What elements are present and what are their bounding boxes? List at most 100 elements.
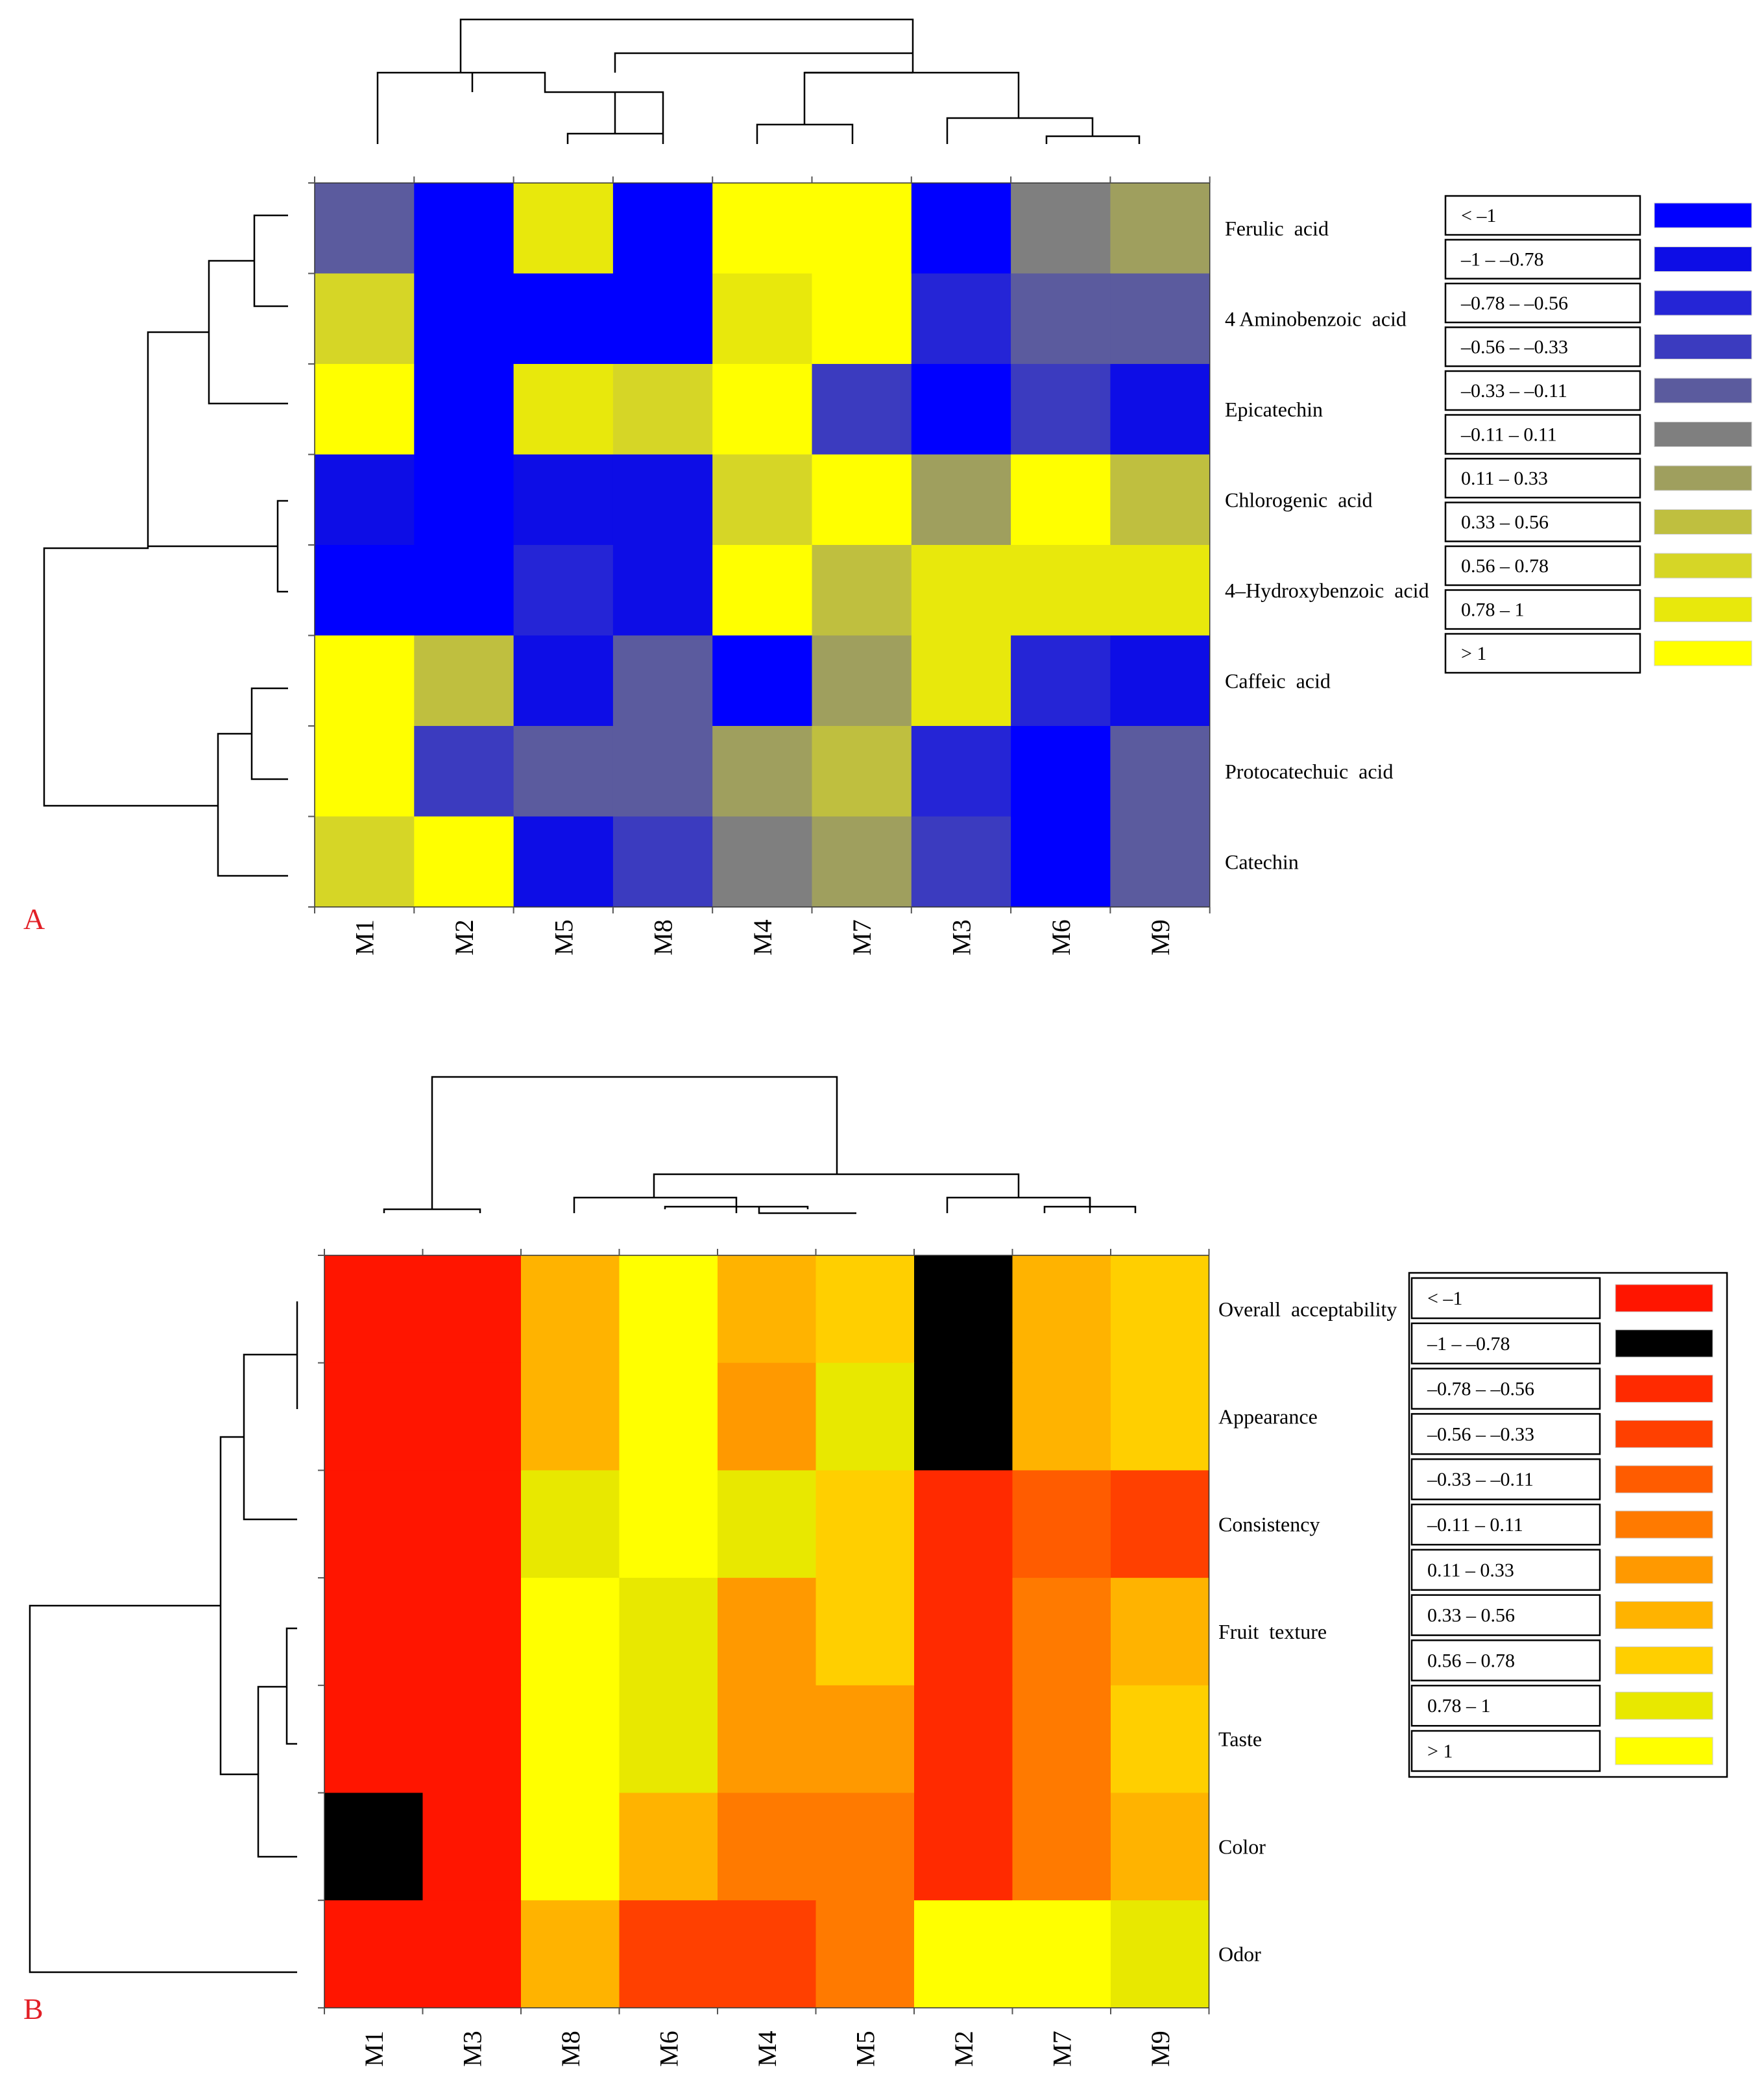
legend-color-swatch [1615,1329,1713,1358]
legend-bin-box [1444,326,1641,367]
heatmap-cell-caffeic-acid-m6 [1011,635,1111,727]
legend-bin-box [1444,282,1641,324]
column-dendrogram-branch [758,1207,856,1214]
legend-bin-box [1444,195,1641,236]
heatmap-cell-4-aminobenzoic-acid-m6 [1011,273,1111,365]
legend-bin-box [1410,1549,1601,1591]
legend-bin-label: –0.78 – –0.56 [1427,1379,1534,1400]
legend-bin-box [1444,370,1641,411]
column-dendrogram-branch [383,1208,481,1213]
heatmap-cell-4-aminobenzoic-acid-m2 [414,273,514,365]
column-dendrogram-branch [1045,135,1141,144]
heatmap-cell-color-m5 [816,1792,915,1901]
legend-bin-box [1444,501,1641,542]
heatmap-cell-4-hydroxybenzoic-acid-m4 [712,545,813,636]
column-label: M5 [549,919,578,956]
column-dendrogram-branch [431,1076,838,1209]
heatmap-cell-taste-m3 [422,1685,522,1794]
legend-color-swatch [1615,1284,1713,1312]
heatmap-cell-ferulic-acid-m4 [712,183,813,274]
heatmap-cell-4-hydroxybenzoic-acid-m5 [513,545,614,636]
heatmap-cell-chlorogenic-acid-m1 [315,454,415,546]
column-dendrogram-branch [614,52,913,73]
row-label: Ferulic acid [1225,217,1329,240]
heatmap-cell-taste-m7 [1012,1685,1111,1794]
heatmap-cell-4-aminobenzoic-acid-m3 [911,273,1011,365]
heatmap-cell-protocatechuic-acid-m8 [612,726,713,817]
heatmap-cell-ferulic-acid-m3 [911,183,1011,274]
column-label: M6 [1046,919,1076,956]
heatmap-cell-color-m4 [718,1792,817,1901]
legend-bin-box [1410,1277,1601,1320]
legend-bin-label: 0.56 – 0.78 [1427,1650,1515,1671]
column-dendrogram-branch [653,1173,1020,1198]
heatmap-cell-chlorogenic-acid-m7 [812,454,912,546]
legend-bin-box [1410,1503,1601,1546]
legend-color-swatch [1654,465,1752,491]
legend-bin-box [1444,457,1641,499]
heatmap-cell-caffeic-acid-m8 [612,635,713,727]
heatmap-cell-consistency-m9 [1111,1470,1210,1578]
heatmap-cell-caffeic-acid-m5 [513,635,614,727]
legend-color-swatch [1615,1465,1713,1493]
row-label: 4–Hydroxybenzoic acid [1225,579,1429,602]
row-label: 4 Aminobenzoic acid [1225,307,1407,330]
heatmap-cell-taste-m6 [619,1685,718,1794]
row-label: Appearance [1218,1405,1318,1429]
legend-color-swatch [1615,1737,1713,1765]
heatmap-cell-appearance-m9 [1111,1362,1210,1471]
heatmap-frame [324,1255,1210,2009]
column-dendrogram-branch [803,71,1020,144]
heatmap-cell-odor-m1 [324,1900,424,2009]
column-label: M2 [949,2031,978,2067]
heatmap-cell-epicatechin-m5 [513,364,614,455]
heatmap-cell-overall-acceptability-m7 [1012,1255,1111,1364]
heatmap-cell-4-hydroxybenzoic-acid-m3 [911,545,1011,636]
legend-bin-label: –0.56 – –0.33 [1460,337,1568,358]
legend-color-swatch [1615,1510,1713,1539]
legend-bin-box [1410,1413,1601,1455]
heatmap-panel-b: Overall acceptability Appearance Consisten… [23,1076,1728,2067]
row-dendrogram-branch [208,260,288,405]
heatmap-cell-ferulic-acid-m5 [513,183,614,274]
column-dendrogram-branch [459,18,914,73]
heatmap-cell-epicatechin-m2 [414,364,514,455]
heatmap-cell-overall-acceptability-m4 [718,1255,817,1364]
heatmap-cell-protocatechuic-acid-m1 [315,726,415,817]
legend-bin-label: < –1 [1461,205,1496,226]
heatmap-cell-appearance-m8 [521,1362,620,1471]
row-label: Taste [1218,1728,1262,1751]
heatmap-cell-caffeic-acid-m9 [1110,635,1211,727]
heatmap-cell-fruit-texture-m5 [816,1578,915,1686]
heatmap-cell-epicatechin-m7 [812,364,912,455]
legend-bin-box [1444,633,1641,674]
column-dendrogram-branch [573,1196,738,1213]
heatmap-cell-odor-m7 [1012,1900,1111,2009]
heatmap-cell-4-aminobenzoic-acid-m4 [712,273,813,365]
heatmap-cell-ferulic-acid-m1 [315,183,415,274]
legend-bin-label: –0.11 – 0.11 [1427,1514,1523,1536]
heatmap-cell-chlorogenic-acid-m8 [612,454,713,546]
heatmap-cell-overall-acceptability-m1 [324,1255,424,1364]
heatmap-cell-ferulic-acid-m9 [1110,183,1211,274]
legend-bin-label: 0.56 – 0.78 [1461,555,1549,577]
legend-bin-label: –0.33 – –0.11 [1427,1469,1534,1490]
heatmap-cell-color-m3 [422,1792,522,1901]
legend-color-swatch [1654,422,1752,447]
legend-bin-box [1410,1639,1601,1682]
legend-color-swatch [1654,553,1752,579]
heatmap-cell-epicatechin-m6 [1011,364,1111,455]
row-dendrogram-branch [219,1436,297,1858]
legend-color-swatch [1654,247,1752,272]
legend-color-swatch [1615,1601,1713,1630]
heatmap-cell-overall-acceptability-m9 [1111,1255,1210,1364]
heatmap-cell-protocatechuic-acid-m5 [513,726,614,817]
heatmap-cell-fruit-texture-m2 [914,1578,1013,1686]
row-label: Caffeic acid [1225,669,1331,692]
heatmap-cell-fruit-texture-m3 [422,1578,522,1686]
heatmap-cell-consistency-m6 [619,1470,718,1578]
heatmap-cell-ferulic-acid-m7 [812,183,912,274]
heatmap-cell-protocatechuic-acid-m7 [812,726,912,817]
heatmap-cell-4-aminobenzoic-acid-m5 [513,273,614,365]
legend-color-swatch [1654,290,1752,316]
